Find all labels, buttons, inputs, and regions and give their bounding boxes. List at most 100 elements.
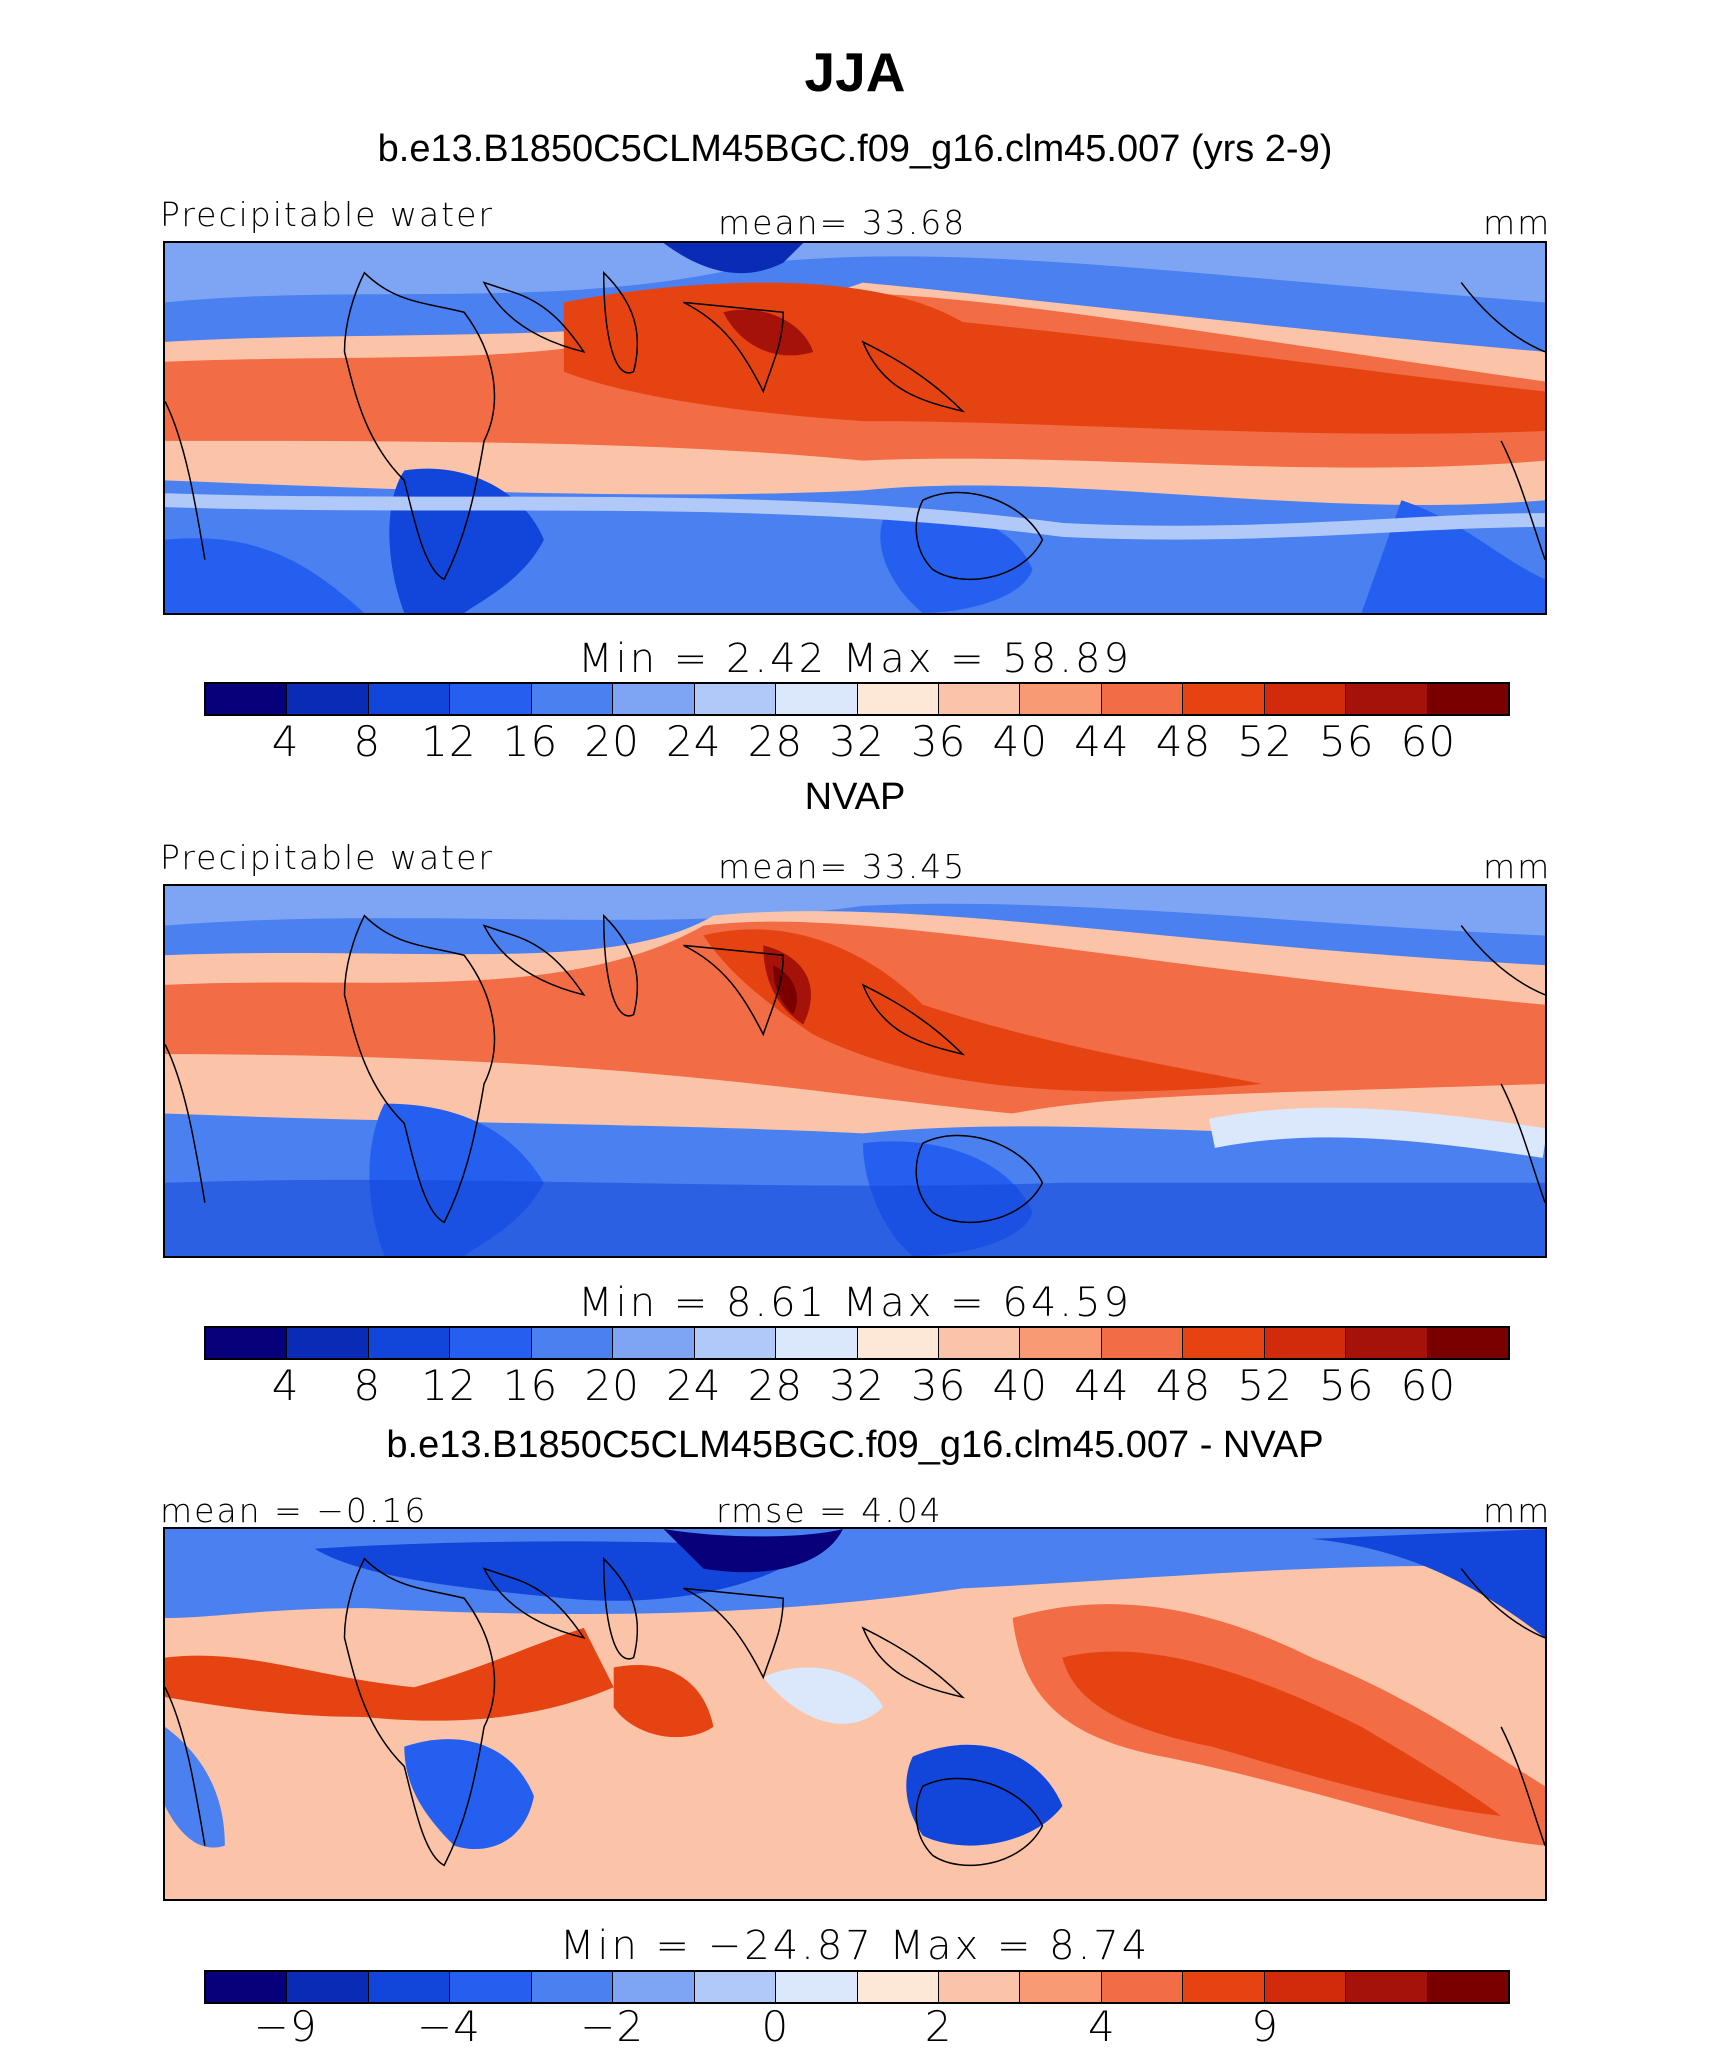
colorbar-segment — [368, 684, 451, 714]
colorbar-tick-label: 24 — [666, 1361, 722, 1410]
colorbar-segment — [857, 1328, 939, 1358]
colorbar-segment — [206, 1328, 288, 1358]
colorbar-segment — [1101, 684, 1184, 714]
colorbar-segment — [938, 684, 1021, 714]
colorbar-tick-label: 32 — [829, 717, 885, 766]
colorbar-segment — [694, 684, 777, 714]
panel-1-map — [163, 241, 1547, 615]
panel-1-colorbar — [204, 682, 1510, 716]
colorbar-segment — [450, 1972, 532, 2002]
colorbar-segment — [613, 1328, 695, 1358]
colorbar-segment — [450, 684, 532, 714]
colorbar-segment — [1264, 1972, 1347, 2002]
colorbar-tick-label: 12 — [421, 1361, 477, 1410]
colorbar-tick-label: 52 — [1237, 717, 1293, 766]
colorbar-tick-label: 4 — [1088, 2002, 1116, 2051]
colorbar-segment — [857, 684, 939, 714]
panel-3-rmse-label: rmse = 4.04 — [716, 1491, 943, 1530]
panel-2-units-label: mm — [1483, 847, 1552, 886]
colorbar-tick-label: 24 — [666, 717, 722, 766]
colorbar-segment — [368, 1328, 451, 1358]
colorbar-segment — [531, 1328, 614, 1358]
panel-1-minmax: Min = 2.42 Max = 58.89 — [578, 636, 1132, 682]
panel-2-map — [163, 884, 1547, 1258]
panel-2-colorbar-ticks: 4 8 12 16 20 24 28 32 36 40 44 48 52 56 60 — [204, 1361, 1510, 1410]
panel-2-variable-label: Precipitable water — [160, 838, 494, 877]
colorbar-tick-label: 8 — [353, 1361, 382, 1410]
colorbar-tick-label: 60 — [1400, 717, 1457, 766]
colorbar-segment — [287, 1328, 369, 1358]
colorbar-tick-label: 32 — [829, 1361, 885, 1410]
colorbar-tick-label: 28 — [747, 1361, 804, 1410]
colorbar-tick-label: 20 — [584, 717, 640, 766]
panel-3-minmax: Min = −24.87 Max = 8.74 — [559, 1923, 1151, 1969]
colorbar-tick-label: 28 — [747, 717, 804, 766]
colorbar-segment — [1020, 1972, 1102, 2002]
panel-3-colorbar — [204, 1970, 1510, 2004]
colorbar-tick-label: 60 — [1400, 1361, 1457, 1410]
colorbar-segment — [368, 1972, 451, 2002]
colorbar-tick-label: 56 — [1319, 717, 1375, 766]
colorbar-segment — [1264, 1328, 1347, 1358]
colorbar-tick-label: 44 — [1074, 717, 1130, 766]
panel-3-map — [163, 1527, 1547, 1901]
colorbar-segment — [613, 1972, 695, 2002]
colorbar-tick-label: 2 — [924, 2002, 953, 2051]
colorbar-segment — [694, 1972, 777, 2002]
colorbar-segment — [613, 684, 695, 714]
colorbar-segment — [1101, 1328, 1184, 1358]
colorbar-segment — [857, 1972, 939, 2002]
panel-2-minmax: Min = 8.61 Max = 64.59 — [578, 1280, 1132, 1326]
colorbar-tick-label: 16 — [502, 1361, 559, 1410]
colorbar-tick-label: −4 — [416, 2002, 481, 2051]
colorbar-segment — [531, 1972, 614, 2002]
colorbar-segment — [938, 1972, 1021, 2002]
colorbar-tick-label: −2 — [580, 2002, 645, 2051]
panel-2-subtitle: NVAP — [804, 776, 906, 818]
panel-3-map-svg — [165, 1529, 1545, 1899]
panel-1-subtitle: b.e13.B1850C5CLM45BGC.f09_g16.clm45.007 … — [377, 128, 1333, 170]
colorbar-segment — [1427, 1328, 1508, 1358]
colorbar-tick-label: 36 — [910, 1361, 967, 1410]
colorbar-segment — [694, 1328, 777, 1358]
colorbar-segment — [450, 1328, 532, 1358]
colorbar-segment — [938, 1328, 1021, 1358]
colorbar-segment — [1427, 1972, 1508, 2002]
panel-1-variable-label: Precipitable water — [160, 195, 494, 234]
colorbar-segment — [206, 684, 288, 714]
panel-1-map-svg — [165, 243, 1545, 613]
colorbar-segment — [1101, 1972, 1184, 2002]
panel-3-mean-label: mean = −0.16 — [160, 1491, 428, 1530]
colorbar-tick-label: 40 — [992, 717, 1048, 766]
colorbar-segment — [287, 684, 369, 714]
panel-1-colorbar-ticks: 4 8 12 16 20 24 28 32 36 40 44 48 52 56 60 — [204, 717, 1510, 766]
colorbar-tick-label: 0 — [761, 2002, 790, 2051]
colorbar-segment — [1020, 684, 1102, 714]
colorbar-segment — [1346, 1328, 1428, 1358]
colorbar-segment — [1020, 1328, 1102, 1358]
colorbar-segment — [776, 684, 858, 714]
figure-title: JJA — [804, 41, 906, 103]
panel-2-map-svg — [165, 886, 1545, 1256]
colorbar-segment — [1346, 1972, 1428, 2002]
colorbar-tick-label: 44 — [1074, 1361, 1130, 1410]
panel-2-mean-label: mean= 33.45 — [718, 847, 967, 886]
colorbar-tick-label: −9 — [253, 2002, 318, 2051]
panel-1-units-label: mm — [1483, 203, 1552, 242]
colorbar-segment — [531, 684, 614, 714]
colorbar-segment — [1346, 684, 1428, 714]
colorbar-tick-label: 36 — [910, 717, 967, 766]
colorbar-tick-label: 48 — [1155, 1361, 1212, 1410]
colorbar-segment — [776, 1972, 858, 2002]
panel-2-colorbar — [204, 1326, 1510, 1360]
colorbar-tick-label: 48 — [1155, 717, 1212, 766]
colorbar-segment — [1183, 1328, 1265, 1358]
panel-3-colorbar-ticks: −9 −4 −2 0 2 4 9 — [204, 2002, 1510, 2051]
colorbar-tick-label: 16 — [502, 717, 559, 766]
colorbar-segment — [776, 1328, 858, 1358]
panel-3-subtitle: b.e13.B1850C5CLM45BGC.f09_g16.clm45.007 … — [386, 1424, 1324, 1466]
colorbar-tick-label: 52 — [1237, 1361, 1293, 1410]
colorbar-segment — [1264, 684, 1347, 714]
colorbar-segment — [1183, 1972, 1265, 2002]
colorbar-tick-label: 56 — [1319, 1361, 1375, 1410]
